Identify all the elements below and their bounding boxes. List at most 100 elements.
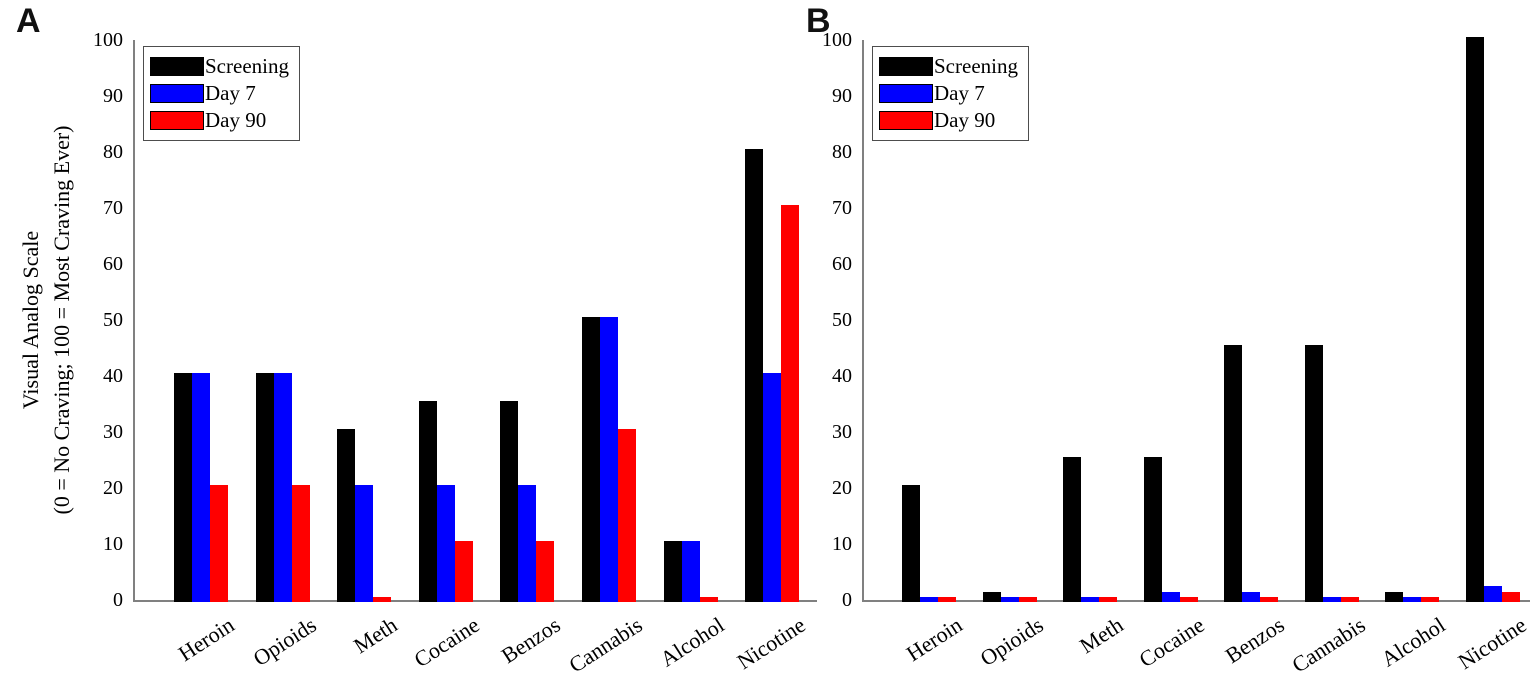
y-tick-label-30: 30 xyxy=(103,421,123,443)
x-tick-label-nicotine: Nicotine xyxy=(732,612,810,675)
bar-day-7-meth xyxy=(1081,597,1099,602)
legend-label-day-7: Day 7 xyxy=(934,81,985,105)
x-tick-label-cannabis: Cannabis xyxy=(564,612,647,678)
legend-row-screening: Screening xyxy=(150,54,289,79)
legend-swatch-day-7 xyxy=(150,84,204,103)
y-tick-label-90: 90 xyxy=(103,85,123,107)
bar-day-7-heroin xyxy=(192,373,210,602)
bar-screening-cocaine xyxy=(418,401,437,602)
y-tick-label-50: 50 xyxy=(103,309,123,331)
legend-label-screening: Screening xyxy=(205,54,289,78)
bar-day-90-meth xyxy=(373,597,392,602)
y-tick-label-70: 70 xyxy=(103,197,123,219)
bar-screening-nicotine xyxy=(1465,37,1484,602)
y-tick-label-20: 20 xyxy=(103,477,123,499)
bar-day-7-opioids xyxy=(1000,597,1019,602)
y-axis-title-line1: Visual Analog Scale xyxy=(18,230,43,410)
bar-day-90-nicotine xyxy=(781,205,800,602)
legend-swatch-day-90 xyxy=(150,111,204,130)
bar-screening-opioids xyxy=(255,373,274,602)
y-tick-label-70: 70 xyxy=(832,197,852,219)
x-tick-label-cocaine: Cocaine xyxy=(1134,612,1209,673)
x-tick-label-benzos: Benzos xyxy=(497,612,566,669)
bar-day-90-benzos xyxy=(1260,597,1278,602)
y-tick-label-100: 100 xyxy=(822,29,852,51)
legend-label-screening: Screening xyxy=(934,54,1018,78)
y-tick-label-30: 30 xyxy=(832,421,852,443)
x-tick-label-heroin: Heroin xyxy=(901,612,967,667)
bar-day-90-cocaine xyxy=(454,541,473,602)
y-tick-label-80: 80 xyxy=(832,141,852,163)
y-tick-label-40: 40 xyxy=(103,365,123,387)
y-tick-label-90: 90 xyxy=(832,85,852,107)
y-tick-label-60: 60 xyxy=(832,253,852,275)
bar-day-90-cannabis xyxy=(1340,597,1359,602)
legend: Screening Day 7 Day 90 xyxy=(143,46,300,141)
bar-screening-cannabis xyxy=(1304,345,1323,602)
bar-screening-cannabis xyxy=(582,317,600,602)
bar-day-90-cocaine xyxy=(1179,597,1198,602)
bar-day-7-cocaine xyxy=(1161,591,1180,602)
bar-day-90-opioids xyxy=(1018,597,1037,602)
bar-day-90-heroin xyxy=(210,485,228,602)
legend-row-day-90: Day 90 xyxy=(879,108,1018,133)
y-tick-label-20: 20 xyxy=(832,477,852,499)
bar-day-7-heroin xyxy=(920,597,938,602)
bar-day-90-heroin xyxy=(938,597,956,602)
bar-day-7-opioids xyxy=(273,373,292,602)
plot-area-a: 0 10 20 30 40 50 60 70 80 90 100 Heroin Opioids Meth C… xyxy=(93,29,817,678)
y-tick-label-0: 0 xyxy=(113,589,123,611)
x-tick-label-cannabis: Cannabis xyxy=(1286,612,1370,678)
legend-row-day-7: Day 7 xyxy=(150,81,289,106)
legend-label-day-90: Day 90 xyxy=(205,108,267,132)
bar-screening-meth xyxy=(337,429,356,602)
x-tick-label-benzos: Benzos xyxy=(1220,612,1289,669)
panel-a-label: A xyxy=(16,2,41,40)
bar-day-7-alcohol xyxy=(681,541,700,602)
y-tick-label-0: 0 xyxy=(842,589,852,611)
bar-screening-alcohol xyxy=(663,541,682,602)
legend: Screening Day 7 Day 90 xyxy=(872,46,1029,141)
legend-swatch-screening xyxy=(150,57,204,76)
bar-day-90-opioids xyxy=(291,485,310,602)
legend-row-day-7: Day 7 xyxy=(879,81,1018,106)
bar-day-7-nicotine xyxy=(1483,586,1502,602)
bar-screening-alcohol xyxy=(1385,591,1403,602)
y-tick-label-50: 50 xyxy=(832,309,852,331)
bar-screening-opioids xyxy=(982,591,1001,602)
bar-screening-heroin xyxy=(902,485,920,602)
plot-area-b: 0 10 20 30 40 50 60 70 80 90 100 Heroin Opioids Meth C… xyxy=(822,29,1530,678)
bar-day-7-alcohol xyxy=(1403,597,1421,602)
legend-swatch-day-7 xyxy=(879,84,933,103)
bar-day-90-alcohol xyxy=(699,597,718,602)
bar-day-90-benzos xyxy=(536,541,555,602)
x-tick-label-meth: Meth xyxy=(349,612,402,659)
y-tick-label-80: 80 xyxy=(103,141,123,163)
bar-day-7-benzos xyxy=(518,485,537,602)
x-tick-label-heroin: Heroin xyxy=(173,612,239,667)
bar-day-7-cannabis xyxy=(1322,597,1341,602)
x-tick-label-nicotine: Nicotine xyxy=(1452,612,1531,675)
legend-swatch-day-90 xyxy=(879,111,933,130)
bar-screening-cocaine xyxy=(1143,457,1162,602)
bar-screening-meth xyxy=(1063,457,1081,602)
bar-day-90-nicotine xyxy=(1501,591,1520,602)
x-tick-label-opioids: Opioids xyxy=(975,612,1048,671)
bar-screening-benzos xyxy=(500,401,519,602)
y-tick-label-10: 10 xyxy=(832,533,852,555)
x-tick-label-alcohol: Alcohol xyxy=(655,612,729,672)
x-tick-label-opioids: Opioids xyxy=(248,612,321,671)
x-tick-label-meth: Meth xyxy=(1075,612,1128,659)
x-tick-label-alcohol: Alcohol xyxy=(1376,612,1450,672)
legend-swatch-screening xyxy=(879,57,933,76)
bar-day-7-cannabis xyxy=(600,317,618,602)
bar-screening-heroin xyxy=(174,373,192,602)
panel-b-label: B xyxy=(806,2,831,40)
bar-day-7-nicotine xyxy=(763,373,782,602)
x-tick-label-cocaine: Cocaine xyxy=(409,612,484,673)
legend-label-day-90: Day 90 xyxy=(934,108,996,132)
y-tick-label-60: 60 xyxy=(103,253,123,275)
legend-row-day-90: Day 90 xyxy=(150,108,289,133)
legend-row-screening: Screening xyxy=(879,54,1018,79)
